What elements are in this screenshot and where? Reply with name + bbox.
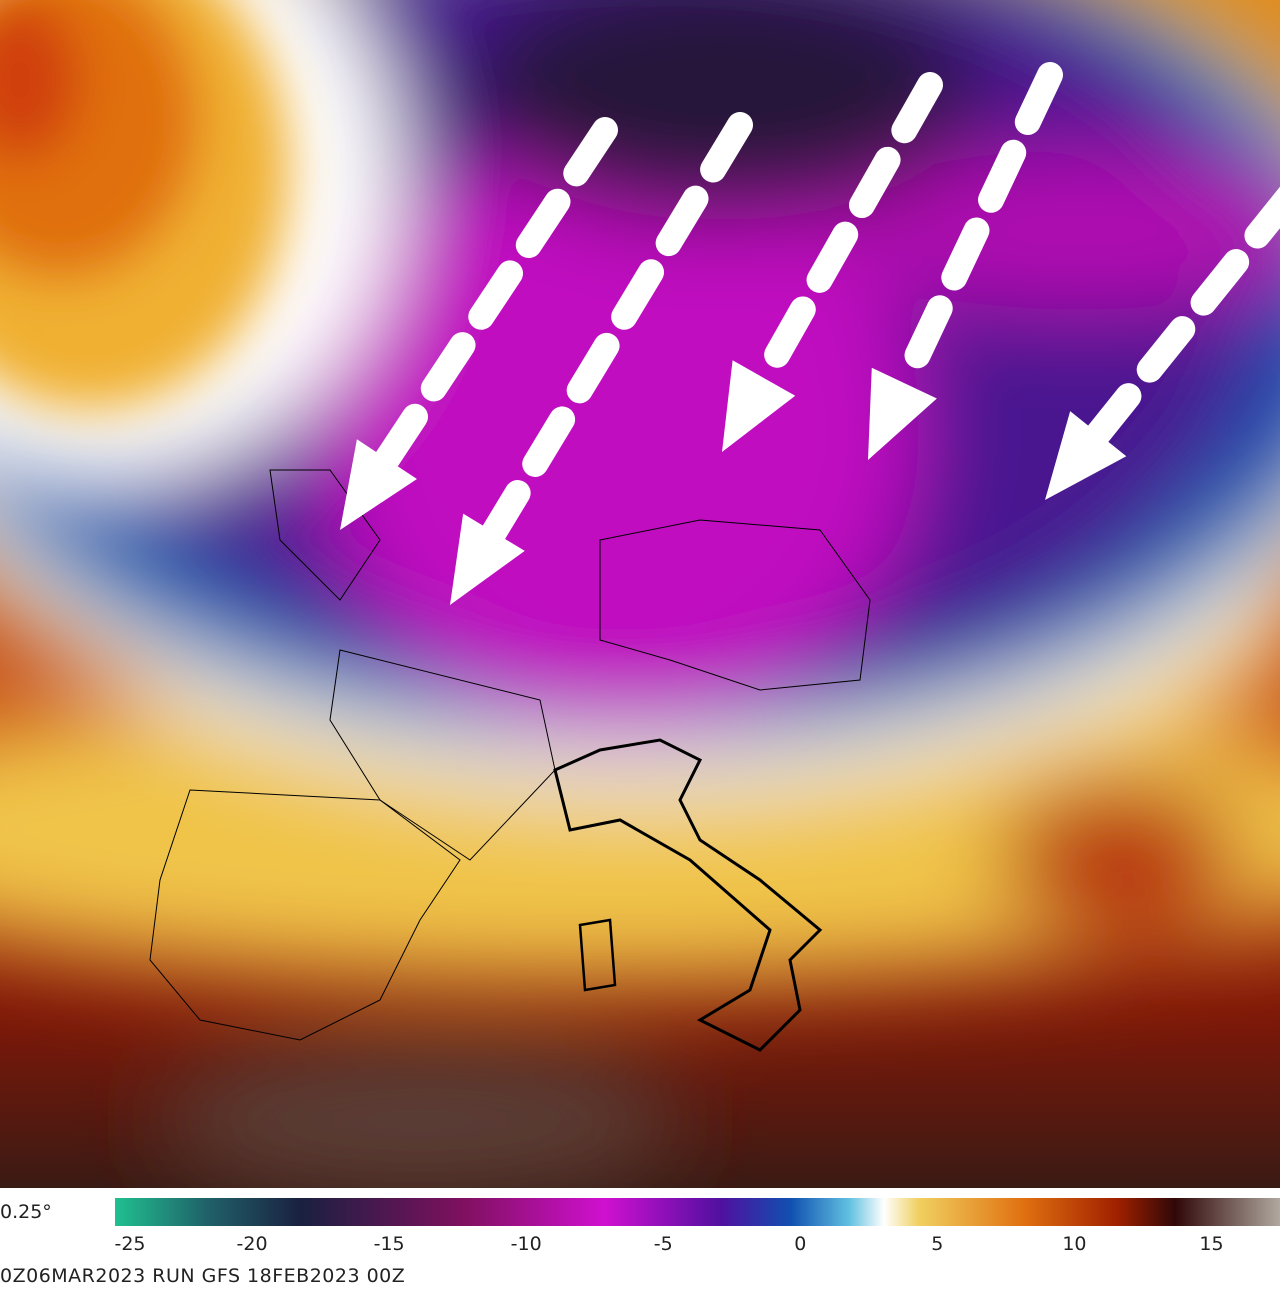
borders <box>149 469 871 1052</box>
arrow-head <box>450 513 525 605</box>
colorbar-tick-label: -25 <box>114 1233 145 1255</box>
wind-arrows <box>340 62 1280 605</box>
arrow-shaft <box>373 117 618 473</box>
colorbar <box>115 1198 1280 1226</box>
arrow-shaft <box>480 112 753 546</box>
colorbar-tick-label: -10 <box>511 1233 542 1255</box>
arrow-head <box>722 360 796 452</box>
colorbar-tick-label: 15 <box>1199 1233 1223 1255</box>
arrow-head <box>1045 411 1127 500</box>
colorbar-ticks: -25 -20 -15 -10 -5 0 5 10 15 <box>114 1233 1223 1255</box>
temperature-field <box>0 0 1280 1188</box>
colorbar-tick-label: 0 <box>794 1233 806 1255</box>
colorbar-tick-label: 5 <box>931 1233 943 1255</box>
colorbar-tick-label: 10 <box>1062 1233 1086 1255</box>
arrow-shaft <box>1085 186 1280 447</box>
arrow-head <box>340 439 417 530</box>
colorbar-tick-label: -15 <box>374 1233 405 1255</box>
colorbar-tick-label: -5 <box>654 1233 673 1255</box>
arrow-shaft <box>750 72 943 392</box>
resolution-label: 0.25° <box>0 1201 52 1223</box>
arrow-head <box>868 367 937 460</box>
run-info: 0Z06MAR2023 RUN GFS 18FEB2023 00Z <box>0 1265 405 1287</box>
arrow-shaft <box>891 62 1063 397</box>
colorbar-tick-label: -20 <box>237 1233 268 1255</box>
